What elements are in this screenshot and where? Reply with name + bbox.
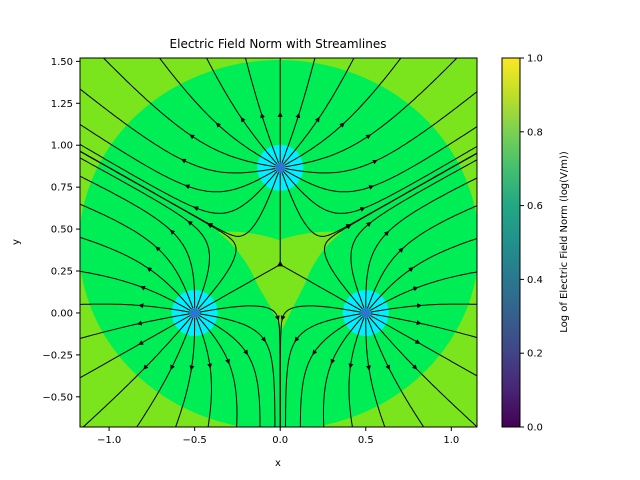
plot-frame [79,57,478,428]
streamline [285,313,361,427]
streamline [283,145,477,214]
streamline [369,315,477,377]
streamline [285,58,458,168]
streamline [365,177,477,308]
streamline [80,236,192,310]
streamline [284,58,402,166]
streamline [175,317,196,427]
streamline [80,303,190,313]
streamline [199,313,276,427]
streamline [281,152,477,237]
x-tick-label: −0.5 [183,435,207,446]
x-tick-label: 0.0 [272,435,288,446]
streamline [283,58,355,165]
streamline [82,316,192,427]
streamline [285,91,477,174]
streamline [80,157,210,309]
colorbar-tick-label: 0.4 [527,275,543,286]
colorbar-ticks: 0.0 0.2 0.4 0.6 0.8 1.0 [520,54,543,434]
streamline [244,58,279,164]
field-region-center-low [218,231,342,330]
y-tick-label: 1.25 [51,99,73,110]
colorbar-tick-label: 1.0 [527,54,543,65]
x-tick-label: −1.0 [97,435,121,446]
streamline [369,271,477,311]
colorbar-frame [501,57,521,428]
streamline [80,150,279,237]
streamline [80,123,277,193]
y-tick-label: 1.00 [51,141,73,152]
streamline [80,175,196,308]
streamline [102,58,276,168]
streamline [80,203,194,309]
streamline [367,205,477,309]
x-axis-label: x [275,458,281,469]
colorbar-tick-label: 0.6 [527,201,543,212]
y-axis: −0.50 −0.25 0.00 0.25 0.50 0.75 1.00 1.25 1.50 [42,57,80,403]
colorbar-tick-label: 0.2 [527,349,543,360]
colorbar-tick-label: 0.8 [527,127,543,138]
x-tick-label: 0.5 [358,435,374,446]
streamline [205,58,278,165]
streamline [136,317,194,427]
streamline [348,317,365,427]
y-tick-label: 0.75 [51,183,73,194]
streamline [281,58,316,164]
streamline [284,126,477,193]
streamline [80,270,191,311]
streamline [368,316,477,427]
charge-marker [275,162,286,173]
plot-area [80,58,477,427]
y-tick-label: 0.00 [51,308,73,319]
streamline [80,313,190,340]
y-tick-label: 0.25 [51,267,73,278]
streamline [198,315,261,427]
streamline [370,313,477,339]
colorbar-tick-label: 0.0 [527,423,543,434]
streamline [279,305,361,427]
streamline [80,88,276,174]
streamline [322,316,363,427]
streamline [299,315,362,427]
streamline [368,237,477,310]
streamline [158,58,277,166]
streamline [365,318,386,427]
y-tick-label: −0.50 [42,392,73,403]
y-tick-label: −0.25 [42,350,73,361]
streamline [350,159,477,309]
colorbar-label: Log of Electric Field Norm (log(V/m)) [559,151,570,333]
streamline [195,317,212,427]
charge-marker [189,307,200,318]
colorbar [502,58,520,427]
x-axis: −1.0 −0.5 0.0 0.5 1.0 [97,427,459,446]
y-axis-label: y [11,239,22,245]
streamline [367,317,425,427]
charge-marker [360,307,371,318]
streamline [80,143,278,214]
x-tick-label: 1.0 [443,435,459,446]
chart-title: Electric Field Norm with Streamlines [170,37,387,51]
y-tick-label: 1.50 [51,57,73,68]
streamline [80,315,191,379]
streamline [197,316,238,427]
streamline [370,303,477,313]
streamlines [80,58,477,427]
y-tick-label: 0.50 [51,225,73,236]
